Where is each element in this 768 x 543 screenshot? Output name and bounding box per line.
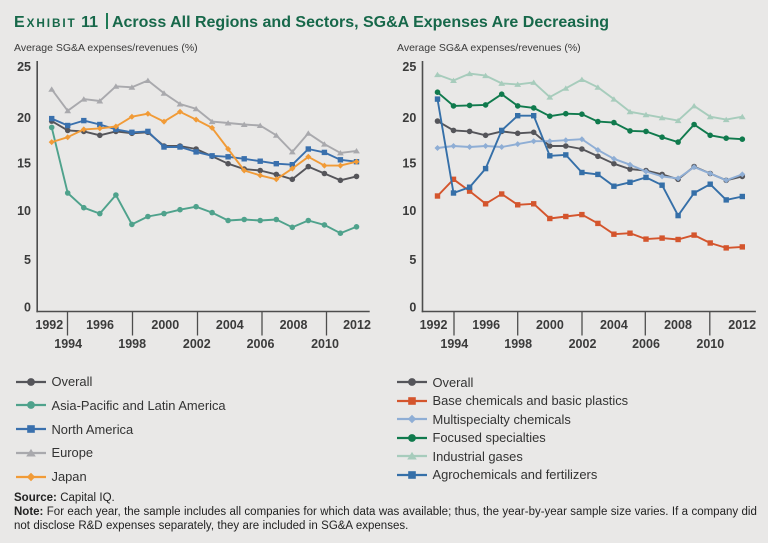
svg-text:25: 25 — [402, 60, 416, 74]
svg-text:2008: 2008 — [664, 318, 692, 332]
svg-text:2002: 2002 — [183, 337, 211, 351]
svg-text:2004: 2004 — [216, 318, 244, 332]
svg-text:1998: 1998 — [504, 337, 532, 351]
svg-text:2012: 2012 — [728, 318, 756, 332]
svg-text:2002: 2002 — [569, 337, 597, 351]
svg-text:25: 25 — [17, 60, 31, 74]
svg-text:15: 15 — [17, 157, 31, 171]
svg-text:1998: 1998 — [118, 337, 146, 351]
svg-text:2006: 2006 — [247, 337, 275, 351]
svg-text:1994: 1994 — [54, 337, 82, 351]
svg-text:1992: 1992 — [420, 318, 448, 332]
svg-text:2004: 2004 — [600, 318, 628, 332]
svg-text:2012: 2012 — [343, 318, 371, 332]
svg-text:5: 5 — [409, 253, 416, 267]
svg-text:10: 10 — [402, 204, 416, 218]
svg-text:15: 15 — [402, 157, 416, 171]
svg-text:1996: 1996 — [472, 318, 500, 332]
svg-text:2006: 2006 — [632, 337, 660, 351]
svg-text:1996: 1996 — [86, 318, 114, 332]
svg-text:0: 0 — [24, 300, 31, 314]
svg-text:0: 0 — [409, 300, 416, 314]
svg-text:2000: 2000 — [151, 318, 179, 332]
svg-text:1994: 1994 — [440, 337, 468, 351]
svg-text:10: 10 — [17, 204, 31, 218]
svg-text:20: 20 — [17, 111, 31, 125]
svg-text:2000: 2000 — [536, 318, 564, 332]
svg-text:2008: 2008 — [280, 318, 308, 332]
svg-text:20: 20 — [402, 111, 416, 125]
svg-text:5: 5 — [24, 253, 31, 267]
svg-text:1992: 1992 — [35, 318, 63, 332]
svg-text:2010: 2010 — [311, 337, 339, 351]
svg-text:2010: 2010 — [696, 337, 724, 351]
